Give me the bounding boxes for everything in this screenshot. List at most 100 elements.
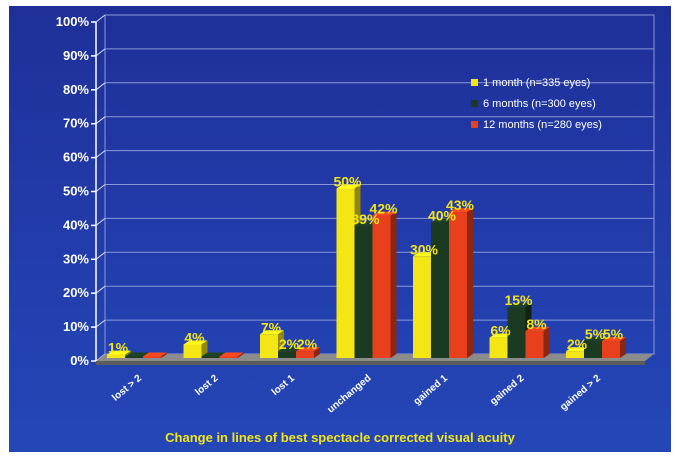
bar-top bbox=[602, 337, 626, 342]
bar-front bbox=[413, 256, 431, 358]
bar-top bbox=[260, 330, 284, 335]
bar-top bbox=[219, 352, 244, 357]
legend-swatch bbox=[471, 121, 478, 128]
y-tick-label: 50% bbox=[63, 184, 89, 199]
bar-chart: 0% 10% 20% 30% 40% 50% 60% 70% 80% 90% 100% 1% 4% 7%… bbox=[56, 14, 655, 445]
bar-top bbox=[143, 352, 167, 357]
legend: 1 month (n=335 eyes) 6 months (n=300 eyes… bbox=[471, 77, 602, 131]
data-label: 2% bbox=[567, 336, 588, 352]
y-axis: 0% 10% 20% 30% 40% 50% 60% 70% 80% 90% 100% bbox=[56, 14, 97, 368]
bars bbox=[107, 184, 626, 358]
data-label: 8% bbox=[526, 316, 547, 332]
x-axis: lost > 2 lost 2 lost 1 unchanged gained 1 gai… bbox=[110, 373, 603, 416]
data-label: 2% bbox=[297, 336, 318, 352]
bar-top bbox=[372, 211, 397, 216]
data-label: 15% bbox=[504, 292, 533, 308]
bar-front bbox=[201, 356, 220, 358]
data-label: 5% bbox=[603, 326, 624, 342]
bar-front bbox=[336, 188, 355, 358]
bar-front bbox=[431, 222, 449, 358]
bar bbox=[372, 211, 397, 358]
bar-top bbox=[183, 340, 208, 345]
bar bbox=[525, 326, 550, 358]
y-tick-label: 60% bbox=[63, 150, 89, 165]
bar-top bbox=[201, 352, 226, 357]
bar-side bbox=[390, 211, 397, 358]
gridline-side bbox=[95, 285, 106, 294]
legend-label: 1 month (n=335 eyes) bbox=[483, 77, 590, 89]
bar-top bbox=[336, 184, 361, 189]
bar-front bbox=[525, 330, 544, 358]
y-tick-label: 10% bbox=[63, 319, 89, 334]
bar-front bbox=[489, 337, 508, 358]
data-label: 30% bbox=[410, 241, 439, 257]
data-label: 5% bbox=[585, 326, 606, 342]
legend-label: 12 months (n=280 eyes) bbox=[483, 119, 602, 131]
bar-top bbox=[507, 303, 532, 308]
bar bbox=[219, 352, 244, 358]
bar-front bbox=[354, 225, 373, 358]
gridline-side bbox=[95, 82, 106, 91]
bar-front bbox=[125, 356, 143, 358]
bar-front bbox=[219, 356, 238, 358]
bar-top bbox=[278, 347, 302, 352]
bar-side bbox=[161, 352, 167, 358]
y-tick-label: 70% bbox=[63, 116, 89, 131]
gridline-side bbox=[95, 150, 106, 158]
bar-top bbox=[107, 350, 131, 355]
bar-side bbox=[620, 337, 626, 358]
y-tick-label: 80% bbox=[63, 82, 89, 97]
floor-front bbox=[96, 361, 645, 365]
data-label: 4% bbox=[184, 329, 205, 345]
data-label: 7% bbox=[261, 319, 282, 335]
y-tick-label: 20% bbox=[63, 285, 89, 300]
data-label: 42% bbox=[369, 201, 398, 217]
bar-front bbox=[602, 341, 620, 358]
gridline-side bbox=[95, 184, 106, 192]
bar bbox=[449, 208, 473, 358]
data-labels: 1%4%7%2%2%50%39%42%30%40%43%6%15%8%2%5%5… bbox=[108, 174, 624, 356]
bar-top bbox=[525, 326, 550, 331]
x-tick-label: gained 2 bbox=[488, 373, 526, 408]
bar-front bbox=[372, 215, 391, 358]
bar-side bbox=[314, 347, 320, 358]
legend-swatch bbox=[471, 100, 478, 107]
data-label: 50% bbox=[333, 174, 362, 190]
data-label: 39% bbox=[351, 211, 380, 227]
gridline-side bbox=[95, 251, 106, 260]
bar-front bbox=[584, 341, 602, 358]
bar-front bbox=[296, 351, 314, 358]
y-tick-label: 90% bbox=[63, 48, 89, 63]
data-label: 2% bbox=[279, 336, 300, 352]
bar-top bbox=[296, 347, 320, 352]
bar bbox=[143, 352, 167, 358]
bar-side bbox=[543, 326, 550, 358]
y-tick-label: 30% bbox=[63, 251, 89, 266]
bar bbox=[602, 337, 626, 358]
gridline-side bbox=[95, 116, 106, 125]
y-tick-label: 0% bbox=[70, 353, 89, 368]
data-label: 6% bbox=[490, 323, 511, 339]
x-tick-label: lost 1 bbox=[270, 373, 297, 398]
x-tick-label: lost 2 bbox=[193, 373, 220, 398]
gridline-side bbox=[95, 319, 106, 328]
y-tick-label: 40% bbox=[63, 217, 89, 232]
bar-front bbox=[107, 354, 125, 358]
y-tick-label: 100% bbox=[56, 14, 90, 29]
bar-top bbox=[449, 208, 473, 213]
x-axis-title: Change in lines of best spectacle correc… bbox=[165, 430, 515, 445]
gridline-side bbox=[95, 14, 106, 23]
bar-front bbox=[183, 344, 202, 358]
bar-front bbox=[260, 334, 278, 358]
x-tick-label: unchanged bbox=[325, 373, 373, 416]
bar-side bbox=[237, 352, 244, 358]
x-tick-label: gained 1 bbox=[412, 373, 450, 408]
x-tick-label: gained > 2 bbox=[558, 373, 603, 413]
bar bbox=[183, 340, 208, 358]
gridline-side bbox=[95, 218, 106, 226]
bar-front bbox=[449, 212, 467, 358]
gridline-side bbox=[95, 48, 106, 57]
x-tick-label: lost > 2 bbox=[110, 373, 144, 404]
bar-side bbox=[467, 208, 473, 358]
chart-panel: 0% 10% 20% 30% 40% 50% 60% 70% 80% 90% 100% 1% 4% 7%… bbox=[9, 6, 671, 452]
